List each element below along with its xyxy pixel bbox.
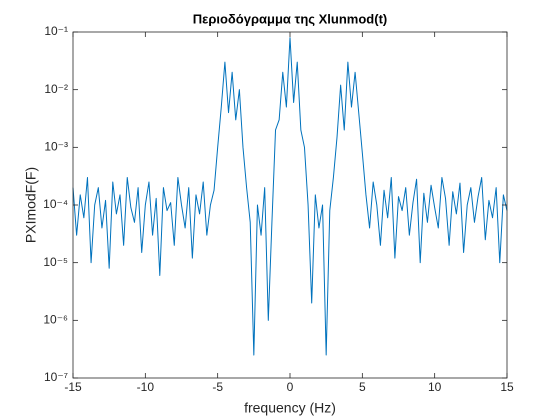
x-tick-label: -15 bbox=[64, 380, 82, 394]
y-tick-label: 10⁻² bbox=[44, 82, 68, 96]
data-line bbox=[72, 37, 508, 356]
x-axis-label: frequency (Hz) bbox=[244, 400, 336, 416]
y-tick-label: 10⁻⁶ bbox=[43, 313, 68, 327]
chart-title: Περιοδόγραμμα της Xlunmod(t) bbox=[193, 11, 387, 26]
y-tick-label: 10⁻⁴ bbox=[43, 197, 68, 211]
x-tick-label: 5 bbox=[359, 380, 366, 394]
x-tick-label: -10 bbox=[137, 380, 155, 394]
y-tick-label: 10⁻⁷ bbox=[44, 370, 68, 384]
y-tick-label: 10⁻¹ bbox=[44, 24, 68, 38]
x-tick-label: -5 bbox=[212, 380, 223, 394]
y-tick-label: 10⁻⁵ bbox=[43, 255, 68, 269]
y-tick-label: 10⁻³ bbox=[44, 140, 68, 154]
x-tick-label: 15 bbox=[500, 380, 514, 394]
y-axis-label: PXImodF(F) bbox=[23, 167, 39, 243]
x-tick-label: 0 bbox=[287, 380, 294, 394]
x-tick-label: 10 bbox=[428, 380, 442, 394]
